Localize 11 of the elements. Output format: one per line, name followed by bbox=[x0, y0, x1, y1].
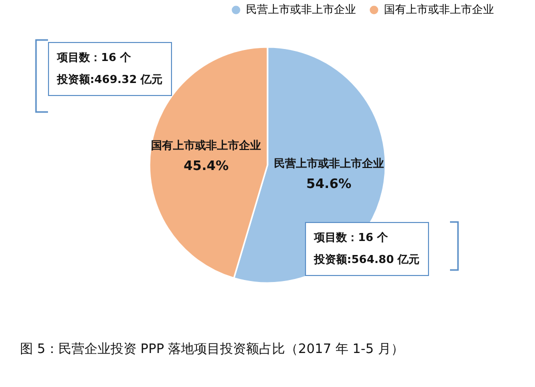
legend-label: 国有上市或非上市企业 bbox=[384, 3, 494, 16]
slice-label: 民营上市或非上市企业 bbox=[274, 156, 384, 170]
slice-label: 国有上市或非上市企业 bbox=[151, 139, 262, 152]
legend-label: 民营上市或非上市企业 bbox=[246, 3, 356, 16]
text: 项目数：16 个 bbox=[57, 50, 132, 66]
data-label: 45.4% bbox=[184, 159, 229, 174]
text: 项目数：16 个 bbox=[314, 230, 390, 246]
text: 投资额:564.80 亿元 bbox=[314, 252, 420, 268]
text: 投资额:469.32 亿元 bbox=[57, 72, 163, 88]
data-label: 54.6% bbox=[306, 176, 352, 192]
text: 图 5：民营企业投资 PPP 落地项目投资额占比（2017 年 1-5 月） bbox=[20, 341, 404, 358]
